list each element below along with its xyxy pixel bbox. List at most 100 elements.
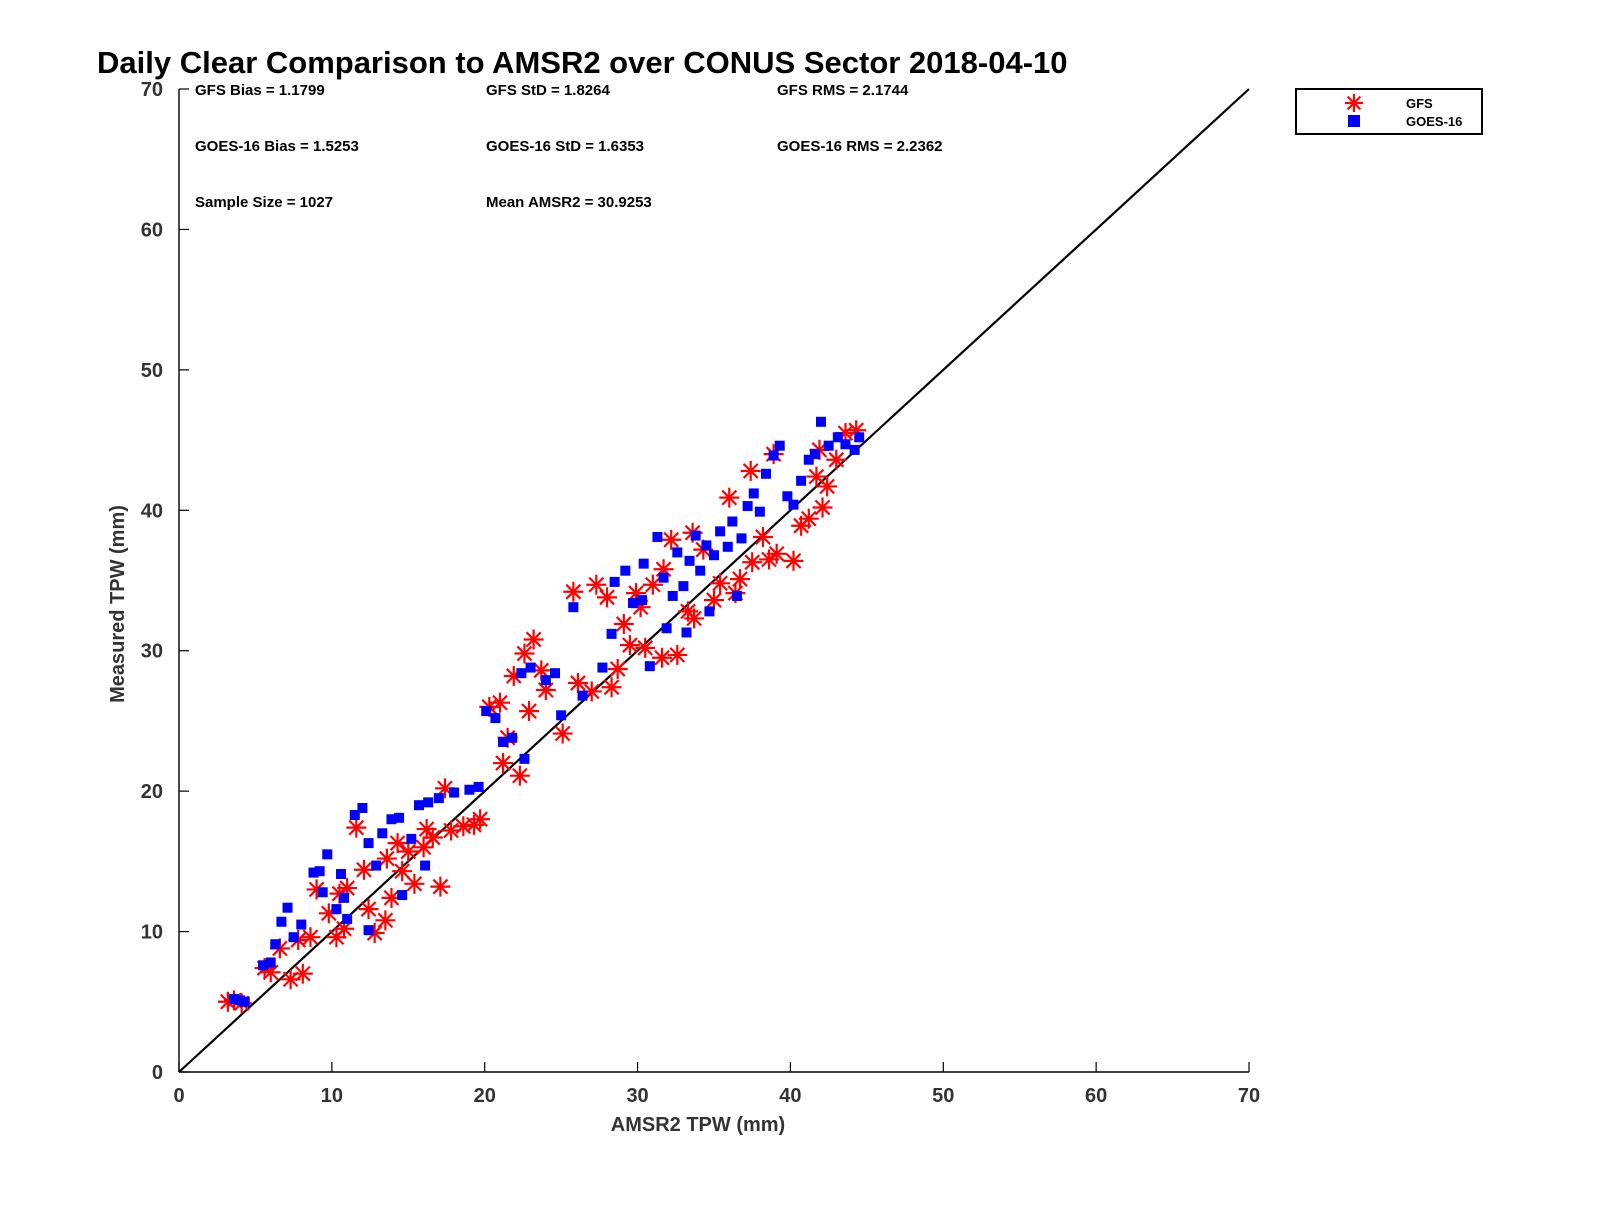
gfs-point [493,753,514,774]
x-tick-label: 60 [1085,1085,1107,1107]
goes16-point [258,960,269,971]
gfs-point [398,841,419,862]
goes16-point [423,797,434,808]
gfs-point [684,608,705,629]
y-tick-label: 30 [141,641,163,663]
y-tick-label: 10 [141,922,163,944]
goes16-point [715,526,726,537]
x-tick-label: 0 [173,1085,184,1107]
goes16-point [854,432,865,443]
gfs-point [826,449,847,470]
goes16-point [748,488,759,499]
goes16-point [609,576,620,587]
y-tick-label: 0 [152,1062,163,1084]
gfs-point [552,723,573,744]
goes16-point [473,781,484,792]
stat-text: GOES-16 RMS = 2.2362 [777,138,943,155]
gfs-point [392,861,413,882]
gfs-point [783,550,804,571]
legend-box [1295,88,1483,135]
gfs-point [519,701,540,722]
goes16-point [667,590,678,601]
goes16-point [270,939,281,950]
goes16-point [525,662,536,673]
legend-gfs-marker [1345,94,1363,112]
gfs-point [535,680,556,701]
goes16-point [816,416,826,427]
goes16-point [644,661,655,672]
goes16-point [342,913,353,924]
gfs-series [217,420,867,1014]
gfs-point [430,876,451,897]
axes: 0 10 20 30 40 50 60 70 0 10 20 30 40 50 60 70 [141,79,1260,1107]
identity-line-group [178,88,1250,1073]
goes16-point [796,475,807,486]
goes16-point [490,713,501,724]
x-tick-label: 70 [1238,1085,1260,1107]
goes16-point [722,541,733,552]
goes16-point [727,516,738,527]
gfs-point [567,673,588,694]
goes16-point [768,450,779,461]
goes16-point [276,916,287,927]
gfs-point [667,644,688,665]
goes16-point [449,787,460,798]
goes16-point [540,675,551,686]
gfs-point [798,508,819,529]
goes16-point [556,710,567,721]
goes16-point [550,668,561,679]
y-axis-title: Measured TPW (mm) [107,505,129,703]
goes16-point [314,866,325,877]
goes16-point [336,868,347,879]
gfs-point [719,487,740,508]
goes16-point [433,793,444,804]
gfs-point [375,910,396,931]
goes16-point [377,828,388,839]
goes16-point [678,581,689,592]
gfs-point [586,574,607,595]
goes16-point [754,506,765,517]
chart-title: Daily Clear Comparison to AMSR2 over CON… [97,45,1068,80]
x-axis-title: AMSR2 TPW (mm) [611,1114,785,1136]
goes16-point [840,439,851,450]
gfs-point [416,819,437,840]
goes16-point [849,444,860,455]
goes16-point [684,555,695,566]
goes16-point [516,668,527,679]
goes16-point [363,925,374,936]
one-to-one-line [178,88,1250,1073]
gfs-point [729,569,750,590]
goes16-point [658,572,669,583]
gfs-point [817,476,838,497]
gfs-point [652,647,673,668]
y-tick-label: 50 [141,360,163,382]
goes16-point [788,499,799,510]
goes16-point [809,449,820,460]
x-tick-label: 30 [626,1085,648,1107]
stats-annotations: GFS Bias = 1.1799 GFS StD = 1.8264 GFS RMS… [195,82,943,211]
goes16-point [420,860,431,871]
stat-text: Sample Size = 1027 [195,194,333,211]
goes16-point [695,565,706,576]
gfs-point [607,658,628,679]
gfs-point [812,497,833,518]
goes16-point [406,833,417,844]
goes16-point [498,736,509,747]
gfs-point [358,899,379,920]
gfs-point [742,552,763,573]
y-tick-label: 20 [141,781,163,803]
goes16-point [742,501,753,512]
goes16-point [481,706,492,717]
goes16-point [736,533,747,544]
goes16-point [296,919,307,930]
goes16-point [507,732,518,743]
gfs-point [601,677,622,698]
goes16-point [386,814,397,825]
goes16-point [731,590,742,601]
stat-text: Mean AMSR2 = 30.9253 [486,194,652,211]
stat-text: GFS RMS = 2.1744 [777,82,909,99]
goes16-point [317,887,328,898]
gfs-point [613,614,634,635]
goes16-point [282,902,293,913]
goes16-point [638,558,649,569]
